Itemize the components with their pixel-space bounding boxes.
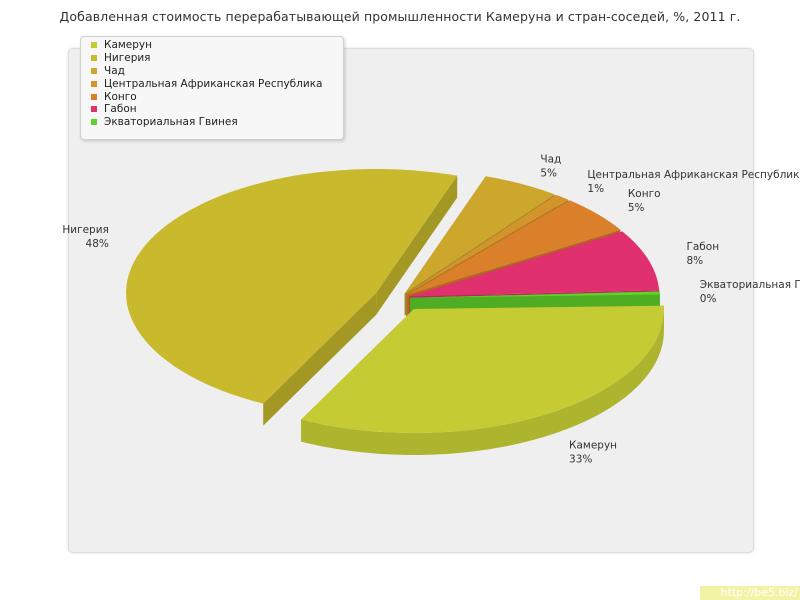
legend-swatch: [91, 80, 97, 87]
legend-swatch: [91, 93, 97, 100]
legend-item[interactable]: Конго: [91, 90, 343, 103]
slice-label-name: Камерун: [569, 440, 617, 452]
pie-slice-edge: [263, 292, 377, 426]
pie-slice[interactable]: [404, 176, 555, 294]
slice-label-name: Габон: [686, 241, 719, 253]
slice-label: Центральная Африканская Республика 1%: [587, 169, 800, 195]
pie-slice-side: [301, 308, 664, 455]
legend-item[interactable]: Чад: [91, 65, 343, 78]
watermark[interactable]: http://be5.biz/: [700, 586, 800, 600]
legend-label: Конго: [104, 90, 137, 103]
legend-swatch: [91, 67, 97, 74]
slice-label: Габон 8%: [686, 241, 719, 267]
legend-swatch: [91, 119, 97, 126]
legend-item[interactable]: Центральная Африканская Республика: [91, 77, 343, 90]
legend-label: Чад: [104, 64, 125, 77]
slice-label-value: 0%: [700, 293, 717, 305]
legend-swatch: [91, 42, 97, 49]
legend-item[interactable]: Экваториальная Гвинея: [91, 116, 343, 129]
pie-slice[interactable]: [126, 168, 458, 404]
slice-label-value: 5%: [540, 167, 557, 179]
slice-label: Нигерия 48%: [62, 224, 109, 250]
slice-label-name: Чад: [540, 153, 561, 165]
chart-title: Добавленная стоимость перерабатывающей п…: [59, 9, 741, 24]
legend-label: Нигерия: [104, 52, 151, 65]
legend-swatch: [91, 106, 97, 113]
pie-slice[interactable]: [409, 291, 660, 298]
slice-label-value: 33%: [569, 454, 592, 466]
legend-label: Центральная Африканская Республика: [104, 77, 323, 90]
legend-item[interactable]: Габон: [91, 103, 343, 116]
slice-label-value: 1%: [587, 183, 604, 195]
slice-label: Конго 5%: [628, 188, 661, 214]
slice-label-value: 8%: [686, 255, 703, 267]
slice-label-name: Конго: [628, 188, 661, 200]
pie-slice[interactable]: [406, 194, 569, 295]
pie-slice[interactable]: [301, 305, 664, 433]
pie-slice[interactable]: [409, 231, 660, 297]
slice-label-value: 5%: [628, 202, 645, 214]
legend-item[interactable]: Камерун: [91, 39, 343, 52]
pie-slice[interactable]: [407, 200, 621, 295]
slice-label: Камерун 33%: [569, 440, 617, 466]
slice-label: Экваториальная Гвинея 0%: [700, 279, 800, 305]
slice-label-name: Центральная Африканская Республика: [587, 169, 800, 181]
slice-label-name: Нигерия: [62, 224, 109, 236]
legend-item[interactable]: Нигерия: [91, 52, 343, 65]
slice-label-name: Экваториальная Гвинея: [700, 279, 800, 291]
legend-label: Экваториальная Гвинея: [104, 116, 238, 129]
legend-swatch: [91, 55, 97, 62]
legend-label: Габон: [104, 103, 137, 116]
slice-label-value: 48%: [86, 238, 109, 250]
slice-label: Чад 5%: [540, 153, 561, 179]
pie-slice-edge: [376, 175, 458, 315]
legend: Камерун Нигерия Чад Центральная Африканская…: [80, 36, 344, 140]
legend-label: Камерун: [104, 39, 153, 52]
